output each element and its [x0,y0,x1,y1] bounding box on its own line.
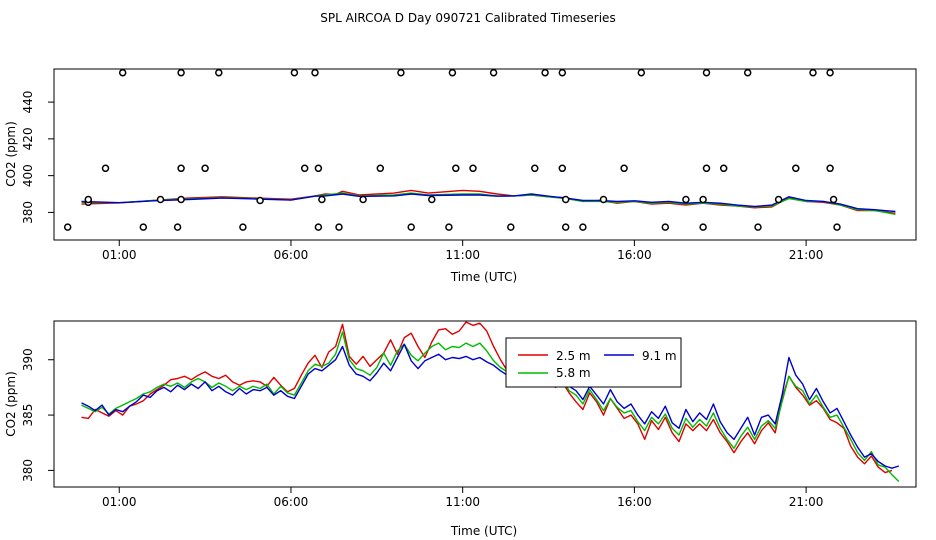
scatter-point [661,223,670,231]
bottom-y-axis-label: CO2 (ppm) [4,371,18,437]
scatter-point [359,195,367,204]
scatter-point [397,68,405,77]
scatter-point [118,68,127,77]
scatter-point [599,195,608,204]
bottom-x-axis-label: Time (UTC) [450,524,517,538]
series-line-2-5-m [81,321,893,474]
scatter-point [637,68,646,77]
bottom-y-tick-label: 385 [21,404,35,427]
top-y-tick-label: 420 [21,127,35,150]
top-panel-scatter: 01:00 06:00 11:00 16:00 21:00 380 400 420 440 Ti… [4,68,917,284]
scatter-point [561,223,570,231]
bottom-y-tick-label: 380 [21,459,35,482]
scatter-point [173,223,182,231]
scatter-point [743,68,752,77]
top-x-tick-label: 11:00 [445,248,480,262]
scatter-point [833,223,841,231]
scatter-point [407,223,415,231]
scatter-point [239,223,247,231]
bottom-x-tick-label: 06:00 [274,495,309,509]
scatter-point [335,223,343,231]
top-y-axis-label: CO2 (ppm) [4,121,18,187]
scatter-point [579,223,587,231]
scatter-point [531,164,539,173]
scatter-point [826,164,834,173]
scatter-point [754,223,762,231]
scatter-point [558,68,567,77]
top-plot-frame [53,68,917,241]
scatter-point [445,223,453,231]
top-y-tick-label: 380 [21,201,35,224]
scatter-point [702,68,711,77]
top-x-tick-label: 16:00 [617,248,652,262]
top-x-tick-label: 21:00 [789,248,824,262]
legend-label-9-1m: 9.1 m [642,349,677,363]
scatter-point [314,223,323,231]
scatter-point [702,164,711,173]
bottom-plot-frame [53,320,917,488]
bottom-x-tick-label: 21:00 [789,495,824,509]
top-x-axis-label: Time (UTC) [450,270,517,284]
scatter-point [792,164,800,173]
scatter-point [719,164,728,173]
scatter-point [699,223,707,231]
scatter-point [809,68,817,77]
top-y-tick-label: 400 [21,164,35,187]
top-line-2-5-m [81,189,896,214]
top-line-9-1-m [81,193,896,213]
scatter-point [682,195,690,204]
series-line-5-8-m [81,331,900,482]
bottom-panel-line: 01:00 06:00 11:00 16:00 21:00 380 385 390 Time … [4,320,917,538]
scatter-point [452,164,460,173]
scatter-point [826,68,834,77]
scatter-point [489,68,498,77]
legend: 2.5 m 9.1 m 5.8 m [505,337,682,388]
bottom-x-tick-label: 01:00 [102,495,137,509]
scatter-point [561,195,570,204]
scatter-point [215,68,223,77]
scatter-point [558,164,567,173]
legend-label-5-8m: 5.8 m [556,366,591,380]
top-x-tick-label: 01:00 [102,248,137,262]
scatter-point [469,164,477,173]
scatter-point [620,164,628,173]
scatter-point [290,68,299,77]
bottom-x-tick-label: 11:00 [445,495,480,509]
scatter-point [541,68,549,77]
scatter-point [507,223,515,231]
scatter-point [156,195,165,204]
scatter-point [699,195,707,204]
scatter-point [177,68,185,77]
scatter-point [314,164,323,173]
bottom-x-tick-label: 16:00 [617,495,652,509]
scatter-point [256,196,264,205]
scatter-point [177,195,185,204]
scatter-point [376,164,385,173]
series-line-9-1-m [81,343,900,469]
legend-label-2-5m: 2.5 m [556,349,591,363]
scatter-point [318,195,326,204]
scatter-point [774,195,783,204]
legend-box [505,337,682,388]
top-x-tick-label: 06:00 [274,248,309,262]
scatter-point [300,164,309,173]
scatter-point [101,164,110,173]
scatter-point [311,68,319,77]
scatter-point [201,164,209,173]
scatter-point [139,223,148,231]
scatter-point [428,195,436,204]
scatter-point [177,164,185,173]
scatter-point [84,195,93,204]
chart-title: SPL AIRCOA D Day 090721 Calibrated Times… [320,11,615,25]
scatter-point [448,68,457,77]
scatter-point [63,223,72,231]
bottom-y-tick-label: 390 [21,348,35,371]
top-y-tick-label: 440 [21,91,35,114]
scatter-point [829,195,838,204]
